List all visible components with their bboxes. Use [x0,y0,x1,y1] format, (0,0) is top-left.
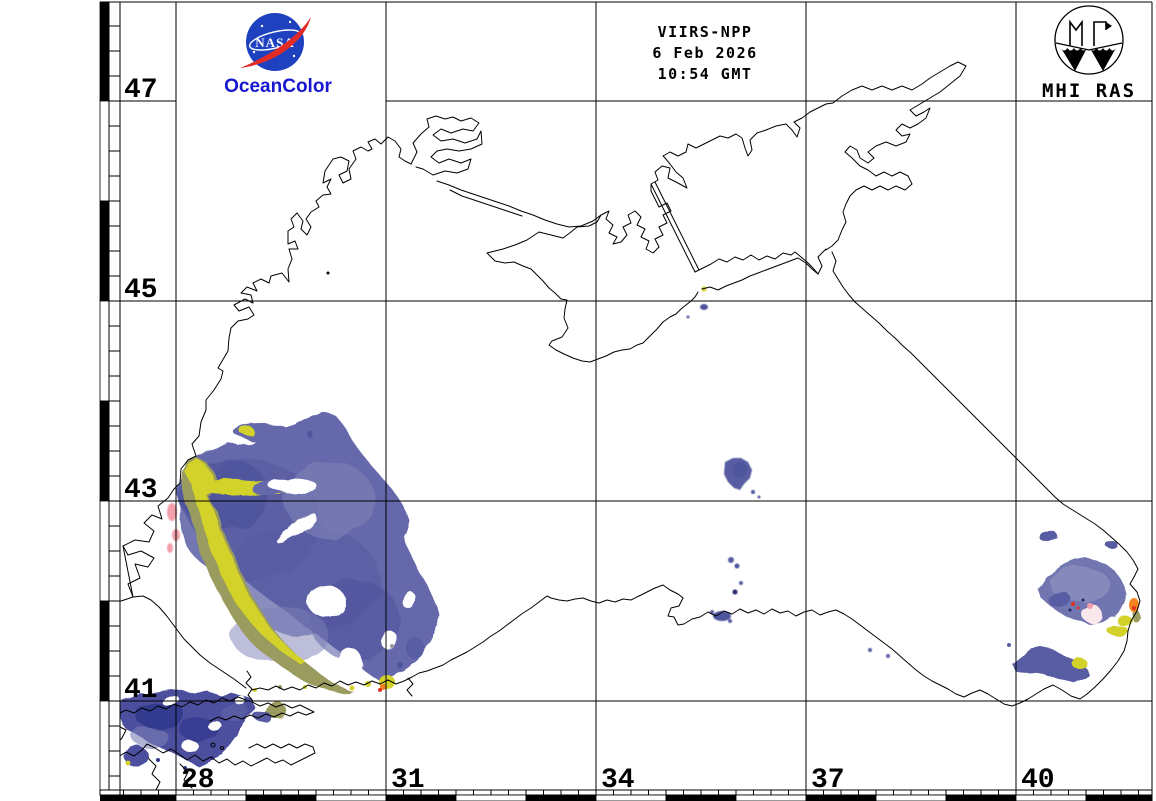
institute-name: MHI RAS [1042,80,1136,102]
data-patch-bosphorus-coast [253,637,424,692]
map-frame-rulers [99,1,1153,801]
longitude-labels: 28 31 34 37 40 [181,765,1055,796]
lat-label: 41 [124,675,158,706]
latitude-labels: 47 45 43 41 [124,75,158,706]
data-patch-northwest-holes [269,478,426,676]
mhi-wave-triangle-right [1090,48,1116,71]
lon-label: 31 [391,765,425,796]
zmiinyi-island [326,271,330,275]
lon-label: 40 [1021,765,1055,796]
lat-label: 45 [124,275,158,306]
lat-label: 47 [124,75,158,106]
data-patch-open-sea-spots [686,286,890,658]
scene-info: VIIRS-NPP 6 Feb 2026 10:54 GMT [652,23,757,83]
lat-label: 43 [124,475,158,506]
scene-time: 10:54 GMT [658,65,753,83]
lon-label: 37 [811,765,845,796]
satellite-name: VIIRS-NPP [658,23,753,41]
coastline [117,61,1141,791]
data-patch-georgian-coast [1012,531,1140,680]
nasa-logo: NASA [240,13,311,71]
lon-label: 28 [181,765,215,796]
data-patch-pink-spots [167,503,180,553]
data-patch-georgian-dots [1007,598,1139,647]
mhi-ras-logo: MHI RAS [1042,5,1136,102]
scene-date: 6 Feb 2026 [652,44,757,62]
lon-label: 34 [601,765,635,796]
nasa-meatball-circle [246,13,304,71]
mhi-wave-triangle-left [1061,48,1087,71]
mhi-logo-circle [1054,5,1124,75]
graticule [120,2,1152,790]
oceancolor-wordmark: OceanColor [224,76,332,97]
